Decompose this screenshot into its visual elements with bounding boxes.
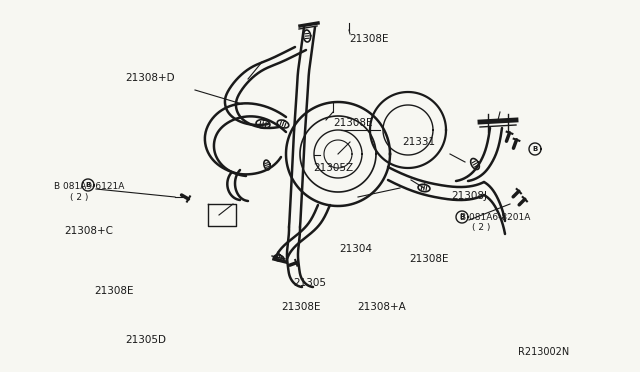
Text: 21305D: 21305D — [125, 336, 166, 345]
Text: 21308E: 21308E — [282, 302, 321, 312]
Text: 21308J: 21308J — [451, 192, 487, 201]
Text: 21305Z: 21305Z — [314, 163, 354, 173]
Text: 21308+C: 21308+C — [64, 226, 113, 235]
Text: 21305: 21305 — [293, 279, 326, 288]
Text: ( 2 ): ( 2 ) — [472, 223, 491, 232]
Text: 21308E: 21308E — [410, 254, 449, 263]
Text: 21304: 21304 — [339, 244, 372, 254]
Text: ( 2 ): ( 2 ) — [70, 193, 89, 202]
Text: 21308E: 21308E — [349, 34, 388, 44]
Text: 21308+D: 21308+D — [125, 73, 175, 83]
Text: B: B — [85, 182, 91, 188]
Text: 21308E: 21308E — [95, 286, 134, 296]
Text: 21308E: 21308E — [333, 118, 372, 128]
Text: B 081A6-8201A: B 081A6-8201A — [460, 213, 530, 222]
Text: 21308+A: 21308+A — [357, 302, 406, 312]
Text: B: B — [460, 214, 465, 220]
Text: R213002N: R213002N — [518, 347, 570, 356]
Text: B: B — [532, 146, 538, 152]
Text: 21331: 21331 — [402, 137, 435, 147]
Text: B 081A9-6121A: B 081A9-6121A — [54, 182, 125, 191]
